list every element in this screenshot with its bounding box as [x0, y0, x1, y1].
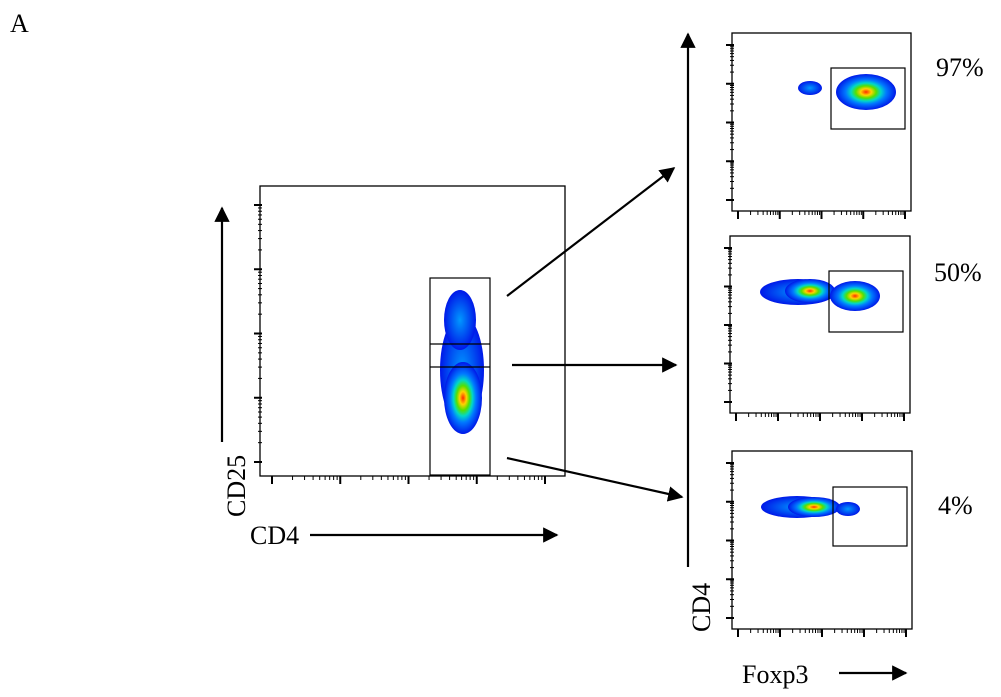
cd4-gate	[429, 277, 491, 476]
main-plot-x-ticks	[271, 476, 546, 484]
gated-plot-2-ticks	[724, 247, 905, 421]
gated-plot-2-frame	[729, 235, 911, 414]
gated-plot-3-population-edge	[836, 502, 860, 516]
gated-plot-3-ticks	[726, 462, 907, 637]
gated-x-label: Foxp3	[742, 660, 808, 689]
arrow-to-top-plot	[506, 167, 676, 297]
gated-plot-2-gate	[828, 270, 904, 333]
panel-letter: A	[10, 9, 29, 38]
gated-plot-1-percent: 97%	[936, 53, 984, 82]
main-plot-frame	[259, 185, 566, 477]
gated-plot-1-ticks	[726, 44, 906, 219]
gated-plot-2-population-right	[830, 281, 880, 311]
gated-plot-2: 50%	[724, 235, 982, 421]
gated-plot-1-frame	[731, 32, 912, 212]
gated-plot-3-frame	[731, 450, 913, 630]
gated-plot-3-population	[788, 497, 840, 517]
main-plot: CD25 CD4	[214, 185, 566, 550]
gated-plot-3-gate	[832, 486, 908, 547]
main-y-label: CD25	[222, 455, 251, 517]
gated-plot-2-percent: 50%	[934, 258, 982, 287]
gated-plot-1-minor-population	[798, 81, 822, 95]
gated-plot-1: 97%	[726, 32, 984, 219]
arrow-to-bottom-plot	[506, 456, 684, 502]
main-plot-population	[440, 290, 484, 434]
gated-plot-2-population-left	[785, 279, 835, 303]
gated-plot-1-gate	[830, 67, 906, 130]
gated-plot-3: 4%	[726, 450, 973, 637]
gated-y-label: CD4	[687, 583, 716, 632]
gated-plot-3-percent: 4%	[938, 491, 973, 520]
gated-plot-1-population	[836, 74, 896, 110]
main-plot-y-ticks	[254, 204, 262, 463]
main-x-label: CD4	[250, 521, 299, 550]
